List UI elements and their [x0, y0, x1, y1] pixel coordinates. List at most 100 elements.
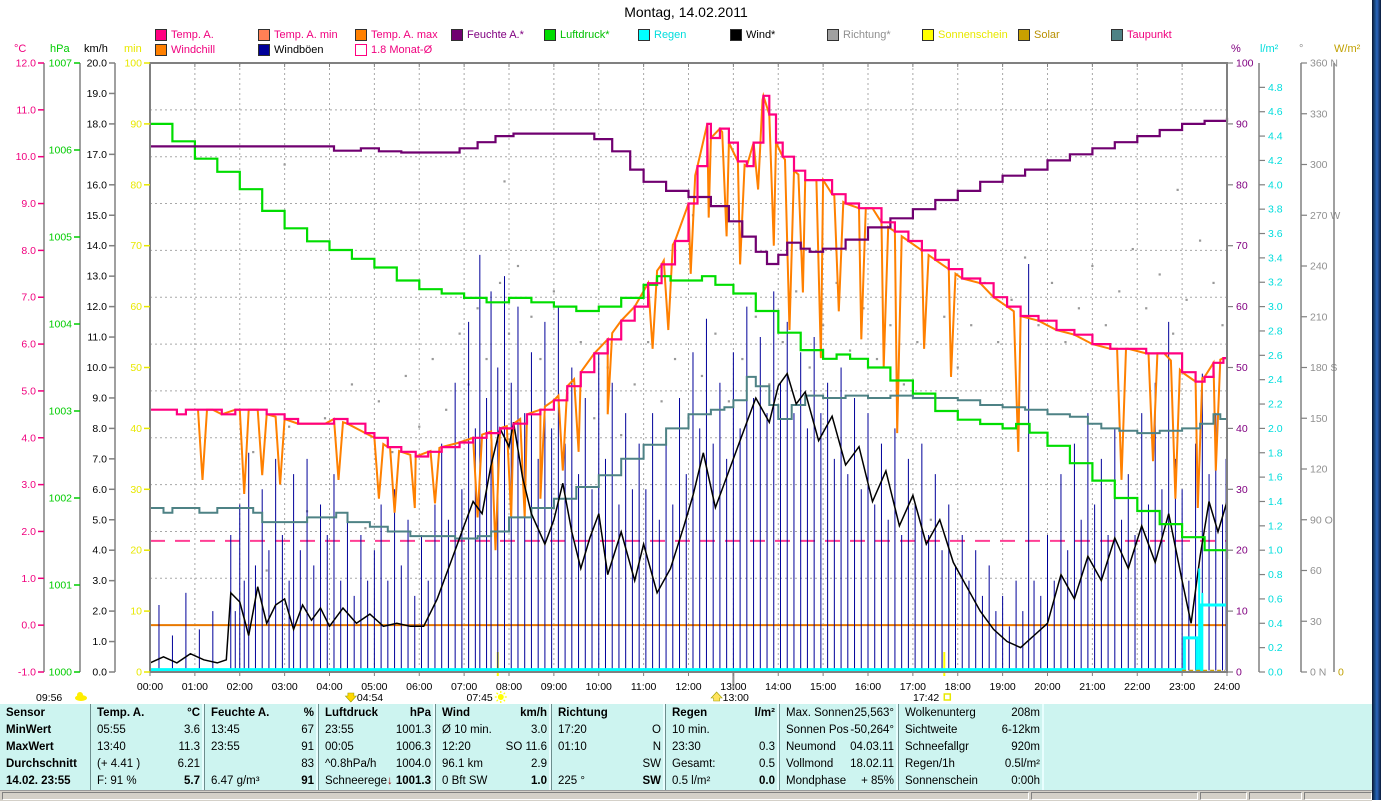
annotation-07-45: 07:45 — [467, 691, 507, 704]
svg-text:10.0: 10.0 — [87, 362, 108, 374]
table-cell: Regen l/m² — [672, 707, 775, 719]
legend-item-temp-a-max[interactable]: Temp. A. max — [355, 29, 438, 41]
svg-text:9.0: 9.0 — [92, 392, 107, 404]
chart-legend: Temp. A. Temp. A. min Temp. A. max Feuchte … — [0, 0, 1372, 60]
svg-text:4.0: 4.0 — [92, 545, 107, 557]
svg-text:15:00: 15:00 — [810, 681, 836, 693]
table-col-sensor: Sensor MinWert MaxWert Durchschnitt 14.02. 2… — [0, 704, 90, 790]
legend-item-richtung-[interactable]: Richtung* — [827, 29, 891, 41]
svg-text:4.0: 4.0 — [21, 432, 36, 444]
svg-text:km/h: km/h — [84, 43, 108, 55]
legend-item-feuchte-a-[interactable]: Feuchte A.* — [451, 29, 524, 41]
svg-text:70: 70 — [130, 240, 142, 252]
legend-swatch-icon — [155, 29, 167, 41]
svg-text:4.8: 4.8 — [1268, 82, 1283, 94]
svg-text:22:00: 22:00 — [1124, 681, 1150, 693]
svg-text:12:00: 12:00 — [675, 681, 701, 693]
axis-right-pct: % 0 10 20 30 40 50 60 70 80 90 100 — [1227, 43, 1254, 679]
table-cell: Sichtweite 6-12km — [905, 724, 1040, 736]
legend-swatch-icon — [451, 29, 463, 41]
table-cell: Vollmond 18.02.11 — [786, 758, 894, 770]
table-cell: 0 Bft SW 1.0 — [442, 775, 547, 787]
axis-min: min 0 10 20 30 40 50 60 70 80 90 100 — [124, 43, 150, 679]
svg-text:70: 70 — [1236, 240, 1248, 252]
legend-item-luftdruck-[interactable]: Luftdruck* — [544, 29, 610, 41]
annotation-09-56: 09:56 — [36, 692, 87, 704]
table-cell: Neumond 04.03.11 — [786, 741, 894, 753]
table-cell: ^0.8hPa/h 1004.0 — [325, 758, 431, 770]
svg-text:120: 120 — [1310, 464, 1328, 476]
table-cell: Richtung — [558, 707, 608, 719]
table-cell: 12:20 SO 11.6 — [442, 741, 547, 753]
legend-item-sonnenschein[interactable]: Sonnenschein — [922, 29, 1008, 41]
legend-swatch-icon — [355, 29, 367, 41]
table-cell: Mondphase + 85% — [786, 775, 894, 787]
svg-text:60: 60 — [130, 301, 142, 313]
svg-text:1000: 1000 — [49, 667, 73, 679]
legend-item-1-8-monat-[interactable]: 1.8 Monat-Ø — [355, 44, 432, 56]
svg-text:1006: 1006 — [49, 145, 73, 157]
legend-item-temp-a-[interactable]: Temp. A. — [155, 29, 214, 41]
svg-text:3.6: 3.6 — [1268, 228, 1283, 240]
svg-text:W/m²: W/m² — [1334, 43, 1361, 55]
legend-label: Feuchte A.* — [467, 29, 524, 41]
table-cell: 17:20 O — [558, 724, 661, 736]
svg-text:23:00: 23:00 — [1169, 681, 1195, 693]
legend-item-windchill[interactable]: Windchill — [155, 44, 215, 56]
svg-text:3.2: 3.2 — [1268, 277, 1283, 289]
legend-label: Sonnenschein — [938, 29, 1008, 41]
svg-text:30: 30 — [1310, 616, 1322, 628]
svg-text:1004: 1004 — [49, 319, 73, 331]
svg-text:30: 30 — [1236, 484, 1248, 496]
status-panel-1 — [1030, 792, 1198, 800]
series-taupunkt — [150, 375, 1228, 540]
svg-text:0 N: 0 N — [1310, 667, 1326, 679]
svg-text:06:00: 06:00 — [406, 681, 432, 693]
legend-item-temp-a-min[interactable]: Temp. A. min — [258, 29, 338, 41]
svg-text:1.0: 1.0 — [92, 636, 107, 648]
svg-text:14:00: 14:00 — [765, 681, 791, 693]
svg-text:360 N: 360 N — [1310, 58, 1338, 70]
legend-item-regen[interactable]: Regen — [638, 29, 686, 41]
legend-item-taupunkt[interactable]: Taupunkt — [1111, 29, 1172, 41]
svg-text:2.0: 2.0 — [21, 526, 36, 538]
svg-text:11:00: 11:00 — [631, 681, 657, 693]
svg-text:40: 40 — [130, 423, 142, 435]
svg-text:150: 150 — [1310, 413, 1328, 425]
page-title: Montag, 14.02.2011 — [624, 4, 748, 20]
table-cell: Wolkenunterg 208m — [905, 707, 1040, 719]
svg-text:15.0: 15.0 — [87, 210, 108, 222]
svg-text:1003: 1003 — [49, 406, 73, 418]
svg-text:2.6: 2.6 — [1268, 350, 1283, 362]
svg-text:80: 80 — [130, 179, 142, 191]
svg-text:13:00: 13:00 — [723, 692, 749, 704]
legend-item-windb-en[interactable]: Windböen — [258, 44, 324, 56]
svg-text:00:00: 00:00 — [137, 681, 163, 693]
svg-text:1.6: 1.6 — [1268, 472, 1283, 484]
svg-text:4.2: 4.2 — [1268, 155, 1283, 167]
table-cell: 10 min. — [672, 724, 710, 736]
legend-item-solar[interactable]: Solar — [1018, 29, 1060, 41]
svg-text:17:00: 17:00 — [900, 681, 926, 693]
svg-text:0: 0 — [1236, 667, 1242, 679]
series-feuchte-a- — [150, 117, 1229, 266]
legend-item-wind-[interactable]: Wind* — [730, 29, 775, 41]
svg-text:05:00: 05:00 — [361, 681, 387, 693]
table-cell: Temp. A. °C — [97, 707, 200, 719]
svg-text:°: ° — [1299, 43, 1303, 55]
svg-text:210: 210 — [1310, 311, 1328, 323]
svg-text:1.4: 1.4 — [1268, 496, 1283, 508]
svg-text:12.0: 12.0 — [87, 301, 108, 313]
svg-text:40: 40 — [1236, 423, 1248, 435]
series-regen — [150, 603, 1227, 672]
svg-text:7.0: 7.0 — [21, 292, 36, 304]
legend-label: Luftdruck* — [560, 29, 610, 41]
svg-text:4.4: 4.4 — [1268, 131, 1283, 143]
status-panel-2 — [1199, 792, 1247, 800]
series-richtung-dots — [252, 163, 1224, 572]
svg-text:09:56: 09:56 — [36, 692, 62, 704]
status-panel-3 — [1248, 792, 1303, 800]
table-row-label: Durchschnitt — [6, 758, 77, 770]
legend-label: Regen — [654, 29, 687, 41]
